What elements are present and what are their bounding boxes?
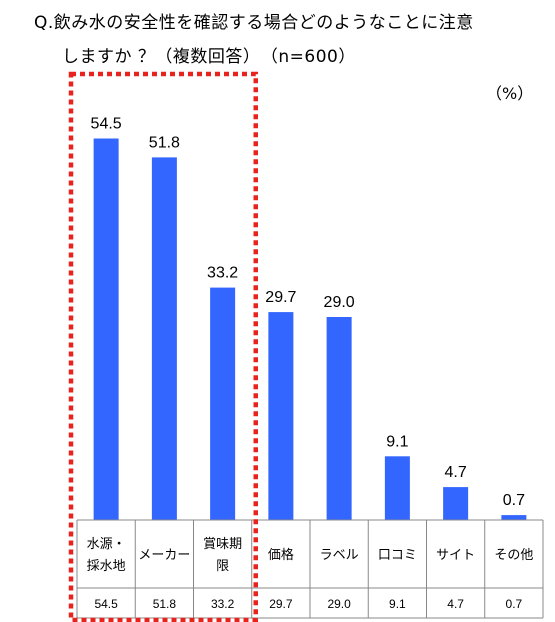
category-label-5: ラベル	[320, 548, 359, 563]
table-value-7: 4.7	[447, 597, 464, 611]
category-label-7: サイト	[436, 548, 475, 563]
chart-title-line-2: しますか ？（複数回答） （n=600）	[62, 47, 356, 67]
value-label-7: 4.7	[445, 464, 467, 481]
value-label-6: 9.1	[386, 433, 408, 450]
table-value-2: 51.8	[153, 597, 177, 611]
table-value-4: 29.7	[269, 597, 293, 611]
highlight-frame	[68, 71, 258, 622]
table-value-5: 29.0	[327, 597, 351, 611]
value-label-3: 33.2	[207, 265, 238, 282]
value-label-5: 29.0	[324, 294, 355, 311]
bar-6	[384, 456, 410, 520]
unit-label: （%）	[486, 84, 534, 103]
table-value-6: 9.1	[389, 597, 406, 611]
category-label-2: メーカー	[138, 548, 190, 563]
category-label-3: 賞味期限	[203, 537, 242, 574]
table-value-8: 0.7	[506, 597, 523, 611]
bar-1	[93, 138, 119, 520]
bar-2	[151, 157, 177, 520]
category-label-8: その他	[494, 548, 533, 563]
table-value-3: 33.2	[211, 597, 235, 611]
bar-4	[268, 312, 294, 520]
value-label-1: 54.5	[91, 116, 122, 133]
value-label-4: 29.7	[265, 289, 296, 306]
chart-title-line-1: Q.飲み水の安全性を確認する場合どのようなことに注意	[34, 13, 474, 33]
bar-3	[210, 287, 236, 520]
bar-7	[443, 487, 469, 520]
bar-5	[326, 317, 352, 520]
category-label-6: 口コミ	[378, 548, 417, 563]
category-label-1: 水源・採水地	[87, 537, 126, 574]
value-label-2: 51.8	[149, 134, 180, 151]
bar-8	[501, 515, 527, 520]
value-label-8: 0.7	[503, 492, 525, 509]
category-label-4: 価格	[268, 547, 294, 563]
table-value-1: 54.5	[94, 597, 118, 611]
